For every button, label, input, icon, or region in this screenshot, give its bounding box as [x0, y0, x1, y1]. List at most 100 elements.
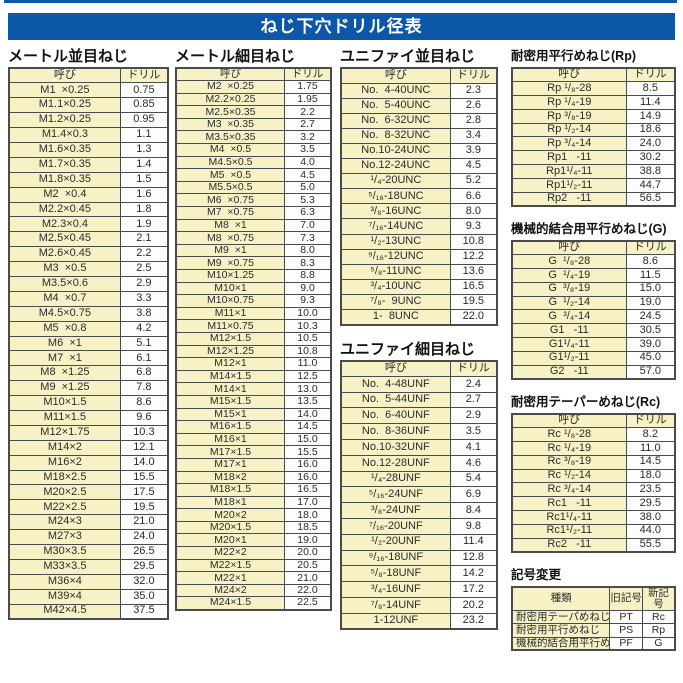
table-row: M10×1.5 8.6: [8, 395, 169, 411]
value-cell: 38.8: [625, 164, 676, 179]
name-cell: No. 4-48UNF: [340, 375, 451, 393]
name-cell: M18×2.5: [8, 469, 121, 486]
table-row: 耐密用平行めねじ PS Rp: [511, 623, 676, 638]
table-row: ³/₄-16UNF 17.2: [340, 581, 498, 599]
table-row: ³/₈-24UNF 8.4: [340, 502, 498, 520]
table-row: M18×1 17.0: [175, 495, 332, 510]
name-cell: No. 8-36UNF: [340, 423, 451, 441]
table-row: Rc ³/₄-14 23.5: [511, 482, 676, 498]
table-row: No. 4-48UNF 2.4: [340, 375, 498, 393]
table-row: M15×1 14.0: [175, 407, 332, 422]
value-cell: 1.4: [119, 156, 169, 173]
name-cell: ³/₈-24UNF: [340, 502, 451, 520]
table-row: M5.5×0.5 5.0: [175, 180, 332, 195]
name-cell: M20×2: [175, 508, 285, 522]
g-table: 呼び ドリル G ¹/₈-28 8.6 G ¹/₄-19 11.5 G ³/₈-19 15…: [511, 239, 676, 380]
table-row: M6 ×0.75 5.3: [175, 193, 332, 208]
value-cell: 1.75: [284, 80, 332, 94]
value-cell: 14.0: [119, 454, 169, 471]
table-row: M2.5×0.35 2.2: [175, 105, 332, 119]
name-cell: M16×1.5: [175, 420, 285, 434]
table-row: M1.2×0.25 0.95: [8, 112, 169, 129]
name-cell: M2.6×0.45: [8, 246, 121, 263]
table-row: M39×4 35.0: [8, 588, 169, 605]
name-cell: M20×1: [175, 533, 285, 548]
value-cell: 2.9: [119, 275, 169, 292]
value-cell: 23.2: [449, 612, 498, 630]
name-cell: M14×2: [8, 439, 121, 456]
value-cell: 8.3: [284, 256, 332, 270]
name-cell: M1.1×0.25: [8, 97, 121, 114]
value-cell: 10.8: [449, 233, 498, 250]
column-header-drill: ドリル: [284, 67, 332, 82]
name-cell: 耐密用テーパめねじ: [511, 609, 611, 625]
name-cell: Rc1¹/₂-11: [511, 523, 627, 539]
name-cell: Rc ¹/₂-14: [511, 468, 627, 484]
name-cell: M12×1.75: [8, 424, 121, 441]
value-cell: 7.3: [284, 231, 332, 245]
name-cell: M12×1.25: [175, 344, 285, 359]
table-row: M17×1.5 15.5: [175, 445, 332, 459]
header-row: 種類 旧記号 新記号: [511, 586, 676, 611]
name-cell: ⁷/₈- 9UNC: [340, 293, 451, 311]
name-cell: M2.5×0.45: [8, 231, 121, 248]
value-cell: 8.4: [449, 502, 498, 520]
table-row: Rc1¹/₄-11 38.0: [511, 510, 676, 525]
table-row: M1.8×0.35 1.5: [8, 171, 169, 188]
name-cell: M12×1: [175, 357, 285, 371]
table-row: M7 ×1 6.1: [8, 350, 169, 367]
name-cell: M1.4×0.3: [8, 127, 121, 143]
table-row: M12×1.25 10.8: [175, 344, 332, 359]
name-cell: No.12-24UNC: [340, 158, 451, 175]
name-cell: Rp2 -11: [511, 191, 627, 207]
rp-table: 呼び ドリル Rp ¹/₈-28 8.5 Rp ¹/₄-19 11.4 Rp ³/₈-1…: [511, 67, 676, 207]
name-cell: M2 ×0.25: [175, 80, 285, 94]
value-cell: 12.5: [284, 369, 332, 384]
value-cell: 6.8: [119, 365, 169, 382]
name-cell: M6 ×1: [8, 335, 121, 352]
table-row: No. 6-32UNC 2.8: [340, 112, 498, 129]
spacer: [511, 207, 676, 219]
table-row: M3.5×0.6 2.9: [8, 275, 169, 292]
table-row: M20×1.5 18.5: [175, 520, 332, 535]
value-cell: 8.0: [284, 243, 332, 258]
value-cell: 2.7: [284, 117, 332, 132]
header-row: 呼び ドリル: [340, 360, 498, 377]
table-row: M16×1.5 14.5: [175, 420, 332, 434]
name-cell: No. 5-40UNC: [340, 97, 451, 114]
value-cell: Rp: [641, 623, 676, 638]
name-cell: No. 6-40UNF: [340, 407, 451, 425]
value-cell: 17.5: [119, 484, 169, 501]
name-cell: M3.5×0.35: [175, 130, 285, 145]
value-cell: 14.5: [625, 454, 676, 470]
value-cell: 2.9: [449, 407, 498, 425]
section-title-rp: 耐密用平行めねじ(Rp): [511, 49, 636, 63]
value-cell: 5.2: [449, 173, 498, 190]
value-cell: 30.2: [625, 150, 676, 166]
table-row: M2.6×0.45 2.2: [8, 246, 169, 263]
value-cell: 19.0: [284, 533, 332, 548]
name-cell: No.10-24UNC: [340, 142, 451, 160]
column-header-old-symbol: 旧記号: [609, 586, 643, 611]
column-header-drill: ドリル: [449, 67, 498, 84]
table-row: M14×2 12.1: [8, 439, 169, 456]
table-row: Rp2 -11 56.5: [511, 191, 676, 207]
value-cell: 24.0: [119, 529, 169, 545]
value-cell: 56.5: [625, 191, 676, 207]
value-cell: 3.8: [119, 305, 169, 322]
table-row: Rc1 -11 29.5: [511, 496, 676, 512]
spacer: [511, 380, 676, 392]
table-row: M36×4 32.0: [8, 573, 169, 590]
name-cell: M2.5×0.35: [175, 105, 285, 119]
table-row: M12×1.5 10.5: [175, 331, 332, 346]
name-cell: Rc1 -11: [511, 496, 627, 512]
table-row: M2.5×0.45 2.1: [8, 231, 169, 248]
column-header-name: 呼び: [340, 67, 451, 84]
table-row: G ¹/₄-19 11.5: [511, 268, 676, 283]
table-row: G1 -11 30.5: [511, 323, 676, 339]
value-cell: 29.5: [625, 496, 676, 512]
table-row: Rp ³/₈-19 14.9: [511, 108, 676, 124]
table-row: M22×1.5 20.5: [175, 558, 332, 573]
name-cell: G1¹/₂-11: [511, 350, 627, 366]
